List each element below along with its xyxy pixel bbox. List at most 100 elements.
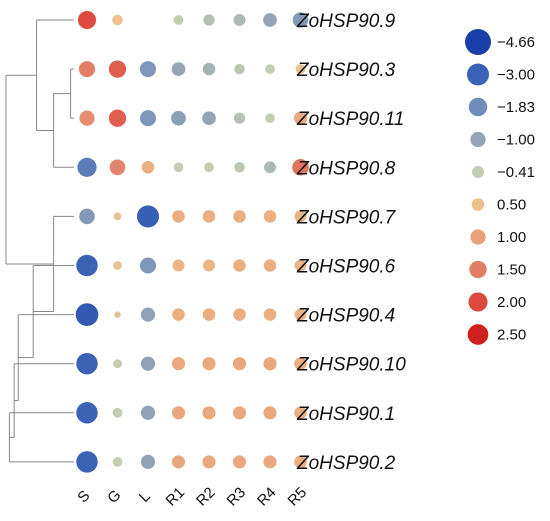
bubble-ZoHSP90-2-G (112, 457, 123, 467)
legend-label: 2.50 (497, 327, 526, 344)
legend-bubble (469, 260, 487, 279)
bubble-ZoHSP90-1-G (112, 407, 123, 418)
column-label-R4: R4 (254, 484, 280, 510)
column-label-R5: R5 (285, 484, 311, 510)
bubble-ZoHSP90-4-G (114, 311, 121, 318)
bubble-ZoHSP90-10-S (76, 352, 98, 375)
bubble-ZoHSP90-4-R4 (263, 308, 277, 321)
bubble-ZoHSP90-9-R1 (173, 15, 184, 25)
cluster-dendrogram (5, 19, 74, 463)
bubble-ZoHSP90-7-R2 (202, 210, 216, 223)
bubble-grid (75, 10, 309, 473)
bubble-ZoHSP90-11-R3 (233, 112, 246, 124)
bubble-ZoHSP90-4-S (75, 303, 99, 326)
bubble-ZoHSP90-3-R2 (202, 62, 216, 76)
bubble-ZoHSP90-8-R4 (264, 161, 276, 174)
bubble-ZoHSP90-3-G (108, 60, 127, 78)
bubble-ZoHSP90-3-R3 (234, 63, 245, 75)
bubble-ZoHSP90-1-L (140, 405, 156, 420)
legend-bubble (472, 166, 484, 178)
legend-label: −4.66 (497, 34, 535, 51)
bubble-ZoHSP90-8-R5 (292, 159, 309, 176)
gene-label: ZoHSP90.2 (296, 453, 396, 474)
gene-label: ZoHSP90.9 (296, 11, 396, 32)
gene-label: ZoHSP90.8 (296, 158, 396, 179)
bubble-ZoHSP90-1-R2 (202, 406, 216, 420)
bubble-ZoHSP90-9-R5 (292, 12, 309, 28)
bubble-ZoHSP90-3-R1 (171, 62, 186, 76)
gene-label: ZoHSP90.10 (296, 355, 406, 376)
legend-label: −0.41 (497, 164, 535, 181)
gene-label: ZoHSP90.3 (296, 60, 396, 81)
gene-label: ZoHSP90.4 (296, 306, 395, 327)
bubble-ZoHSP90-3-L (139, 61, 157, 78)
legend-bubble (466, 63, 490, 86)
legend-label: −1.00 (497, 132, 535, 149)
bubble-ZoHSP90-6-R1 (172, 259, 185, 272)
bubble-ZoHSP90-6-R5 (294, 259, 307, 272)
bubble-ZoHSP90-7-L (136, 205, 160, 228)
bubble-ZoHSP90-6-R4 (263, 259, 277, 272)
bubble-ZoHSP90-10-R2 (202, 357, 216, 371)
bubble-ZoHSP90-9-R4 (263, 13, 277, 27)
bubble-ZoHSP90-4-L (140, 307, 156, 322)
bubble-ZoHSP90-7-G (113, 212, 122, 221)
bubble-ZoHSP90-10-G (113, 359, 122, 369)
bubble-ZoHSP90-2-L (140, 454, 156, 469)
legend-bubble (470, 229, 486, 245)
gene-label: ZoHSP90.1 (296, 404, 395, 425)
column-label-R2: R2 (193, 484, 219, 510)
legend-bubble (468, 97, 488, 117)
bubble-ZoHSP90-11-R2 (202, 111, 216, 126)
sample-column-labels: S G L R1 R2 R3 R4 R5 (74, 484, 310, 510)
bubble-ZoHSP90-4-R3 (233, 308, 246, 321)
column-label-R3: R3 (224, 484, 250, 510)
bubble-ZoHSP90-11-S (79, 110, 95, 126)
legend-bubble (471, 198, 485, 211)
bubble-ZoHSP90-3-S (78, 61, 96, 78)
bubble-ZoHSP90-11-G (108, 109, 127, 127)
bubble-ZoHSP90-4-R1 (172, 308, 185, 321)
color-size-legend: −4.66 −3.00 −1.83 −1.00 −0.41 0.50 1.00 1.50 2.0… (465, 29, 535, 345)
bubble-ZoHSP90-9-R2 (203, 14, 215, 26)
bubble-ZoHSP90-7-R4 (263, 210, 277, 223)
legend-label: 1.00 (497, 229, 526, 246)
bubble-ZoHSP90-11-L (139, 110, 157, 127)
bubble-ZoHSP90-7-R5 (294, 210, 307, 223)
legend-bubble (467, 324, 489, 345)
bubble-ZoHSP90-8-R3 (234, 162, 245, 173)
bubble-ZoHSP90-2-R3 (232, 455, 247, 469)
bubble-ZoHSP90-11-R1 (171, 110, 186, 126)
bubble-ZoHSP90-6-L (139, 257, 157, 274)
bubble-ZoHSP90-2-R1 (171, 455, 186, 469)
bubble-ZoHSP90-10-R5 (294, 357, 307, 370)
gene-label: ZoHSP90.11 (296, 109, 404, 130)
legend-bubble (470, 131, 486, 148)
bubble-ZoHSP90-4-R2 (202, 308, 216, 321)
bubble-ZoHSP90-2-S (76, 451, 98, 473)
bubble-ZoHSP90-3-R4 (265, 64, 275, 74)
bubble-ZoHSP90-6-R2 (203, 259, 215, 272)
bubble-ZoHSP90-10-R3 (232, 357, 247, 371)
bubble-ZoHSP90-2-R5 (294, 455, 307, 469)
bubble-ZoHSP90-7-R1 (172, 210, 185, 223)
bubble-ZoHSP90-2-R4 (263, 455, 277, 469)
bubble-ZoHSP90-4-R5 (294, 308, 307, 321)
bubble-ZoHSP90-6-S (76, 254, 98, 277)
bubble-ZoHSP90-8-R1 (173, 162, 184, 173)
bubble-ZoHSP90-7-R3 (233, 210, 246, 223)
bubble-ZoHSP90-10-L (140, 356, 156, 371)
bubble-ZoHSP90-9-R3 (233, 14, 246, 26)
legend-label: −3.00 (497, 67, 535, 84)
gene-label: ZoHSP90.6 (296, 257, 396, 278)
bubble-ZoHSP90-1-R5 (294, 406, 307, 420)
column-label-G: G (104, 487, 124, 507)
gene-label: ZoHSP90.7 (296, 207, 397, 228)
bubble-ZoHSP90-6-G (113, 261, 122, 270)
bubble-ZoHSP90-11-R4 (265, 113, 275, 124)
bubble-ZoHSP90-7-S (79, 208, 95, 225)
legend-label: −1.83 (497, 99, 535, 116)
bubble-ZoHSP90-3-R5 (295, 64, 306, 74)
legend-label: 2.00 (497, 294, 526, 311)
